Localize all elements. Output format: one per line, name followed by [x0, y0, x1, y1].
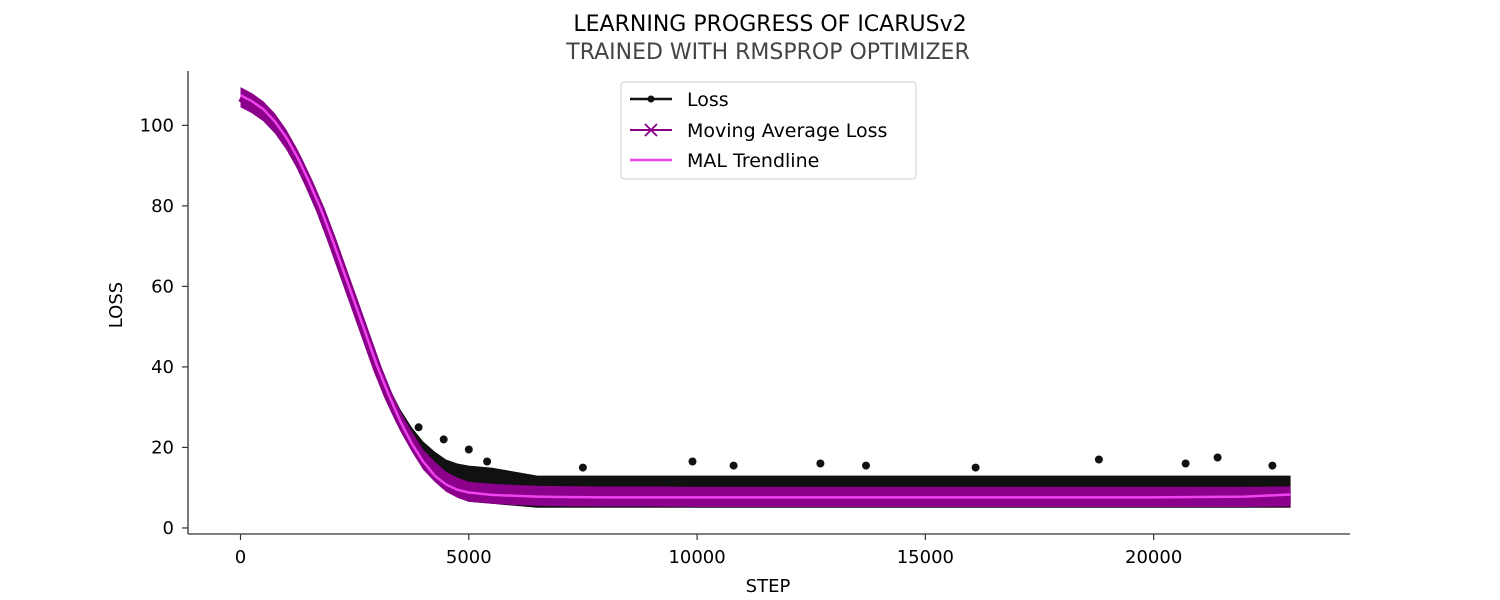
- loss-point: [1213, 453, 1222, 462]
- loss-point: [1181, 459, 1190, 468]
- loss-point: [1268, 461, 1277, 470]
- x-axis-label: STEP: [746, 576, 791, 597]
- loss-point: [688, 457, 697, 466]
- legend-loss-label: Loss: [687, 89, 729, 111]
- legend-trend-label: MAL Trendline: [687, 150, 819, 172]
- trendline: [239, 94, 1291, 499]
- loss-point: [971, 463, 980, 472]
- y-tick-label: 60: [151, 276, 174, 297]
- loss-point: [816, 459, 825, 468]
- x-tick-label: 10000: [668, 547, 725, 568]
- legend-mal-marker: [644, 123, 658, 137]
- legend-frame: [620, 81, 917, 180]
- loss-point: [578, 463, 587, 472]
- legend-mal-label: Moving Average Loss: [687, 120, 887, 142]
- loss-point: [1094, 455, 1103, 464]
- legend-loss-marker: [647, 95, 655, 103]
- x-axis-ticks: 0 5000 10000 15000 20000: [235, 534, 1182, 568]
- x-tick-label: 20000: [1125, 547, 1182, 568]
- y-axis-ticks: 0 20 40 60 80 100: [140, 115, 188, 539]
- loss-point: [414, 423, 423, 432]
- y-tick-label: 0: [163, 518, 174, 539]
- x-tick-label: 5000: [446, 547, 492, 568]
- loss-point: [439, 435, 448, 444]
- x-tick-label: 0: [235, 547, 246, 568]
- y-tick-label: 100: [140, 115, 174, 136]
- y-tick-label: 20: [151, 437, 174, 458]
- y-tick-label: 40: [151, 357, 174, 378]
- x-tick-label: 15000: [897, 547, 954, 568]
- y-tick-label: 80: [151, 196, 174, 217]
- y-axis-label: LOSS: [106, 282, 127, 328]
- chart-title: LEARNING PROGRESS OF ICARUSv2: [573, 12, 966, 37]
- legend: Loss Moving Average Loss MAL Trendline: [620, 81, 917, 180]
- plot-area: [238, 87, 1291, 508]
- loss-point: [464, 445, 473, 454]
- loss-point: [729, 461, 738, 470]
- chart-subtitle: TRAINED WITH RMSPROP OPTIMIZER: [565, 40, 969, 65]
- loss-point: [862, 461, 870, 470]
- loss-point: [483, 457, 492, 466]
